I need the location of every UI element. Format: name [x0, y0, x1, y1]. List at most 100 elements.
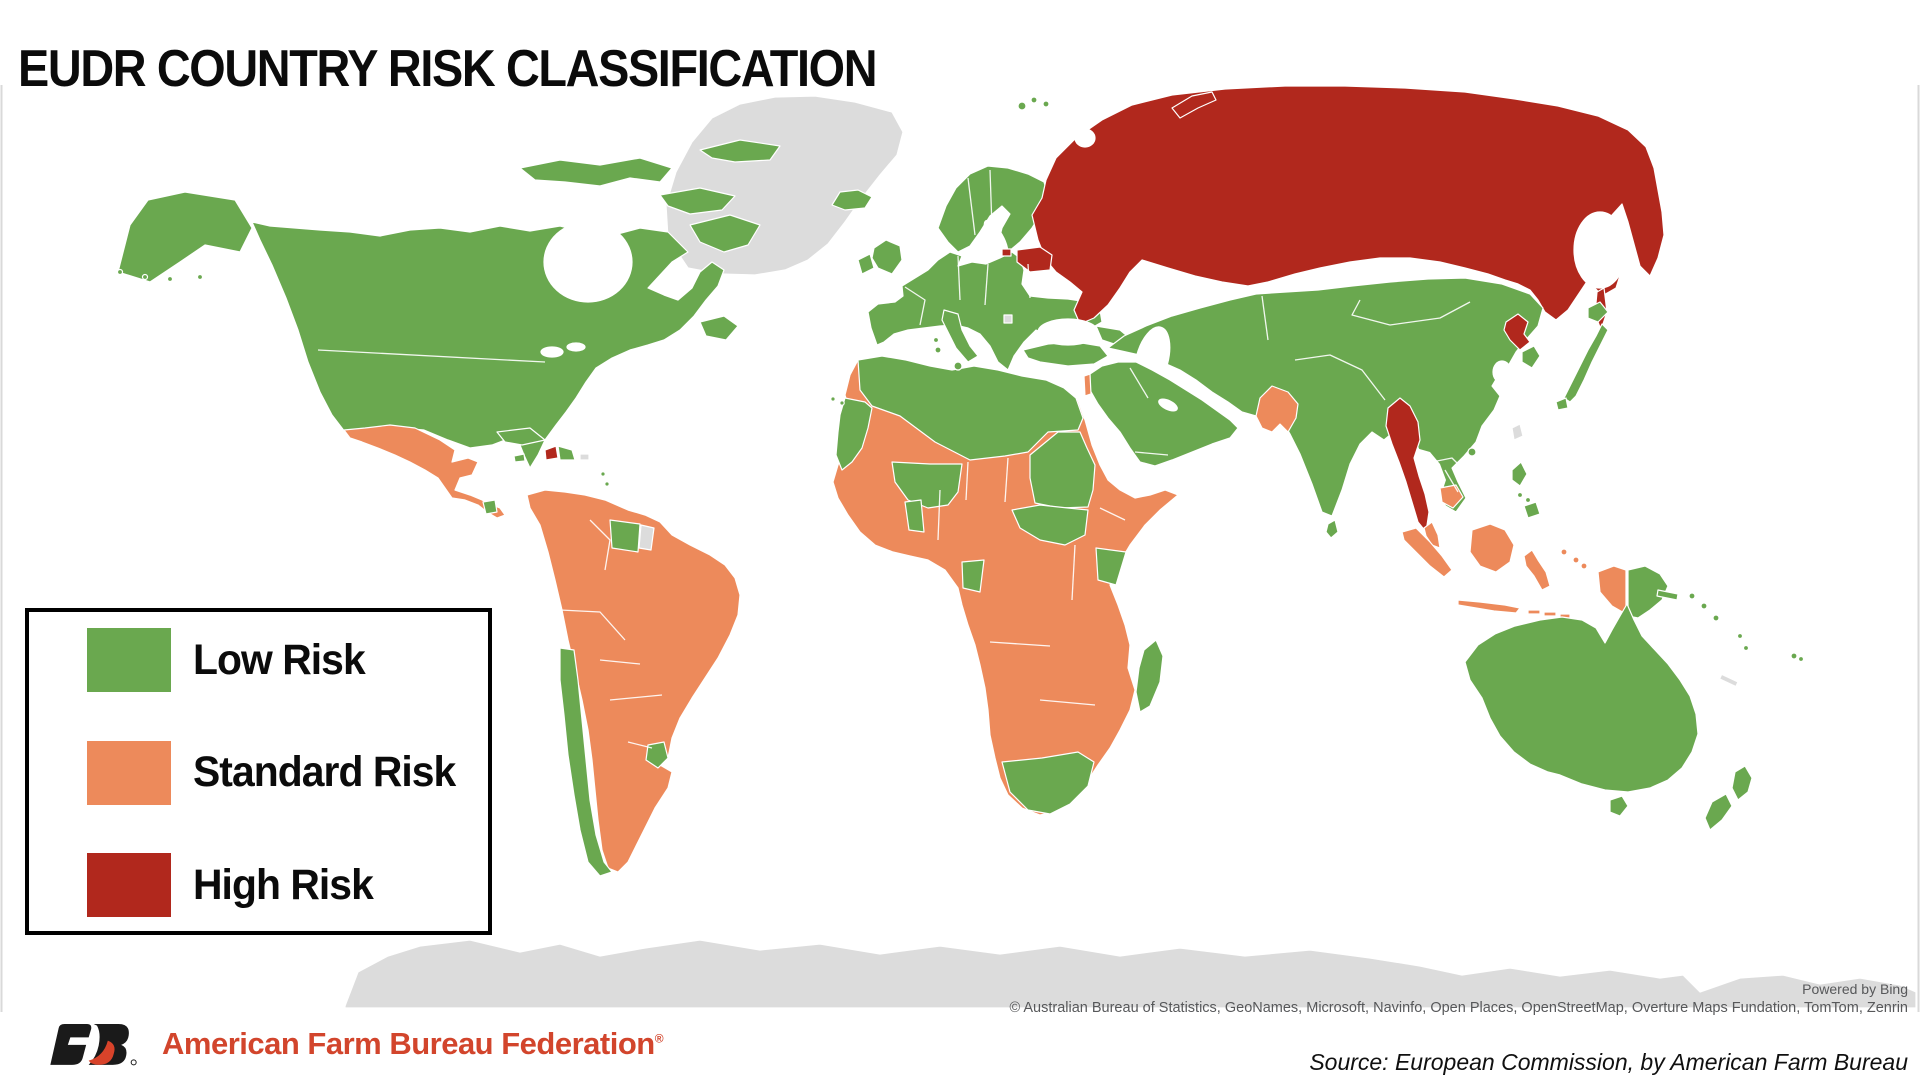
afbf-logo-registered: ®: [654, 1031, 664, 1046]
legend-swatch-standard: [87, 740, 171, 805]
region-philippines-visayas: [1516, 491, 1532, 504]
region-nz-south: [1704, 793, 1733, 831]
region-scandinavia: [937, 165, 1049, 253]
region-russia: [1031, 85, 1665, 325]
region-dominican-republic: [557, 445, 576, 461]
region-philippines-mindanao: [1523, 501, 1541, 519]
region-lesser-antilles: [600, 471, 610, 487]
legend-label-standard: Standard Risk: [193, 748, 456, 796]
region-united-kingdom: [871, 239, 903, 275]
region-malay-peninsula: [1423, 521, 1441, 549]
white-sea: [1074, 128, 1096, 148]
region-antarctica: [344, 939, 1917, 1009]
region-french-guiana: [638, 524, 655, 551]
legend-item-standard: Standard Risk: [87, 740, 488, 805]
region-haiti: [544, 445, 559, 461]
region-arctic-islands: [519, 157, 673, 187]
region-java: [1457, 599, 1521, 614]
afbf-logo-text: American Farm Bureau Federation®: [162, 1026, 664, 1062]
logo-f-shape: [50, 1024, 92, 1065]
region-costa-rica: [482, 499, 498, 515]
region-sicily: [953, 361, 963, 371]
region-aleutians: [116, 268, 204, 283]
legend-item-low: Low Risk: [87, 628, 488, 692]
logo-registered-mark: [130, 1059, 137, 1066]
region-madagascar: [1135, 639, 1164, 713]
region-north-korea: [1503, 313, 1531, 351]
region-ireland: [857, 253, 875, 275]
legend-label-low: Low Risk: [193, 635, 366, 684]
region-kosovo: [1003, 314, 1013, 324]
persian-gulf: [1158, 398, 1178, 412]
country-borders: [251, 169, 1471, 749]
region-south-africa: [1001, 751, 1095, 815]
legend-item-high: High Risk: [87, 853, 488, 917]
region-philippines-luzon: [1511, 461, 1528, 487]
region-newfoundland: [699, 315, 739, 341]
region-svalbard: [1017, 96, 1050, 111]
region-kenya: [1095, 547, 1127, 586]
sea-of-okhotsk: [1573, 211, 1627, 289]
region-sudan: [1029, 431, 1096, 509]
bohai-sea: [1492, 360, 1512, 384]
region-australia: [1464, 603, 1699, 793]
region-cuba: [496, 427, 546, 446]
region-car-ssudan: [1011, 504, 1089, 546]
source-note: Source: European Commission, by American…: [1309, 1049, 1908, 1075]
region-moluccas: [1560, 548, 1588, 570]
great-lake-2: [566, 342, 586, 352]
hudson-bay: [543, 221, 633, 303]
region-lesser-sunda: [1527, 609, 1571, 619]
region-pakistan: [1255, 385, 1299, 433]
region-north-africa: [857, 355, 1084, 461]
region-kyushu: [1555, 397, 1569, 411]
legend-label-high: High Risk: [193, 860, 374, 909]
region-tasmania: [1609, 795, 1629, 817]
great-lake-1: [540, 346, 564, 358]
afbf-logo-mark: [50, 1024, 137, 1066]
region-jamaica: [513, 453, 526, 463]
legend: Low Risk Standard Risk High Risk: [25, 608, 492, 935]
logo-leaf-shape: [88, 1040, 115, 1065]
region-taiwan: [1511, 423, 1524, 441]
region-arctic-islands: [699, 139, 781, 163]
region-guyana-suriname: [609, 519, 641, 553]
region-kaliningrad: [1001, 248, 1012, 257]
region-mexico-central-america: [343, 424, 506, 519]
region-solomons: [1688, 592, 1720, 622]
region-novaya-zemlya: [1171, 91, 1217, 119]
region-hainan: [1467, 447, 1477, 457]
region-arctic-islands: [659, 187, 736, 215]
region-sumatra: [1401, 527, 1453, 578]
region-sri-lanka: [1325, 519, 1339, 539]
region-sulawesi: [1523, 549, 1551, 591]
region-chile: [559, 647, 613, 877]
region-iceland: [831, 189, 873, 211]
region-hokkaido: [1587, 301, 1609, 323]
afbf-logo-text-main: American Farm Bureau Federation: [162, 1026, 655, 1061]
aral-sea: [1195, 293, 1211, 307]
bing-attribution: Powered by Bing: [1802, 981, 1908, 997]
region-new-britain: [1656, 589, 1679, 601]
region-puerto-rico: [579, 453, 590, 461]
region-vanuatu: [1736, 632, 1750, 652]
region-arctic-islands: [689, 214, 761, 253]
data-providers-attribution: © Australian Bureau of Statistics, GeoNa…: [1009, 999, 1908, 1016]
black-sea: [1037, 318, 1099, 346]
afbf-logo: American Farm Bureau Federation®: [42, 1018, 664, 1070]
region-nz-north: [1731, 765, 1753, 801]
region-corsica: [932, 336, 940, 344]
legend-swatch-high: [87, 853, 171, 917]
region-japan: [1563, 323, 1609, 403]
region-fiji: [1790, 652, 1805, 663]
map-attribution: Powered by Bing © Australian Bureau of S…: [1009, 981, 1908, 1017]
region-south-korea: [1521, 345, 1541, 369]
region-ghana: [904, 499, 925, 533]
region-thailand: [1412, 448, 1448, 540]
region-israel: [1083, 373, 1092, 397]
region-europe: [867, 251, 1103, 371]
region-arabia: [1089, 361, 1239, 467]
region-mali: [891, 461, 963, 509]
page-title: EUDR COUNTRY RISK CLASSIFICATION: [18, 39, 878, 98]
region-new-caledonia: [1718, 673, 1739, 688]
